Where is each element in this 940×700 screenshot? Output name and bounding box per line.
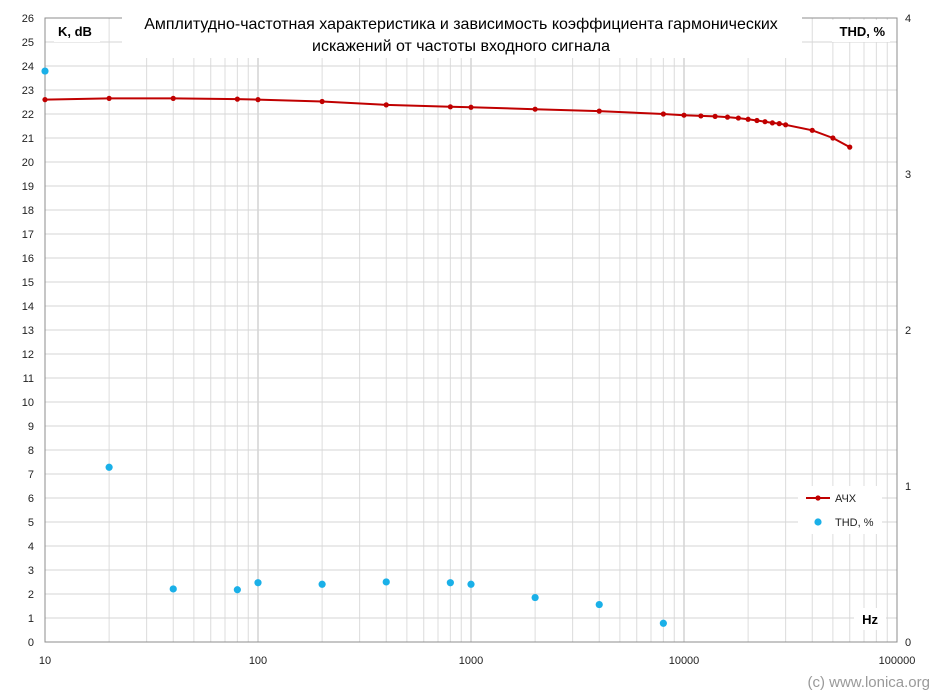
data-point-achkh [830, 135, 836, 141]
data-point-achkh [698, 113, 704, 119]
data-point-thd [41, 67, 49, 75]
data-point-achkh [383, 102, 389, 108]
data-point-achkh [809, 127, 815, 133]
data-point-achkh [724, 114, 731, 120]
legend-swatch-marker-achkh [815, 495, 821, 501]
data-point-achkh [712, 113, 718, 119]
y-right-tick-label: 4 [905, 13, 911, 25]
data-point-thd [254, 579, 262, 587]
y-axis-right-title: THD, % [840, 24, 886, 39]
y-left-tick-label: 12 [22, 349, 34, 361]
y-left-tick-label: 18 [22, 205, 34, 217]
y-right-title-background [832, 20, 890, 42]
chart-title-line-1: Амплитудно-частотная характеристика и за… [144, 16, 778, 33]
data-point-achkh [754, 117, 760, 124]
x-axis-ticks: 10 100 1000 10000 100000 [39, 655, 915, 667]
data-point-achkh [42, 97, 48, 103]
y-left-tick-label: 21 [22, 133, 34, 145]
legend-swatch-marker-thd [814, 518, 822, 526]
y-left-title-background [54, 20, 100, 42]
data-point-achkh [596, 108, 602, 114]
data-point-achkh [847, 144, 853, 150]
data-point-achkh [234, 96, 240, 102]
data-point-thd [382, 578, 390, 586]
y-left-tick-label: 5 [28, 517, 34, 529]
chart-title-line-2: искажений от частоты входного сигнала [312, 38, 610, 55]
y-left-tick-label: 8 [28, 445, 34, 457]
data-point-thd [595, 600, 603, 609]
data-point-thd [233, 586, 241, 594]
y-left-tick-label: 14 [22, 301, 34, 313]
y-left-tick-label: 19 [22, 181, 34, 193]
data-point-achkh [681, 112, 687, 118]
y-left-tick-label: 1 [28, 613, 34, 625]
data-point-thd [105, 463, 113, 471]
x-tick-label: 1000 [459, 655, 483, 667]
x-axis-title: Hz [862, 612, 878, 627]
legend-label-achkh: АЧХ [835, 493, 857, 505]
data-point-achkh [660, 111, 666, 117]
data-point-achkh [468, 104, 474, 110]
legend-label-thd: THD, % [835, 517, 874, 529]
data-point-thd [318, 580, 326, 588]
data-point-thd [169, 585, 177, 593]
y-left-tick-label: 24 [22, 61, 34, 73]
y-left-tick-label: 6 [28, 493, 34, 505]
y-left-tick-label: 13 [22, 325, 34, 337]
x-title-background [854, 608, 886, 630]
y-left-tick-label: 11 [23, 373, 34, 385]
data-point-thd [531, 593, 539, 602]
y-right-tick-label: 1 [905, 481, 911, 493]
y-left-tick-label: 23 [22, 85, 34, 97]
y-left-tick-label: 15 [22, 277, 34, 289]
y-right-tick-label: 3 [905, 169, 911, 181]
data-point-achkh [170, 95, 176, 101]
y-left-tick-label: 20 [22, 157, 34, 169]
data-point-achkh [769, 120, 775, 126]
data-point-achkh [762, 119, 768, 125]
title-background [122, 14, 802, 58]
y-right-tick-label: 0 [905, 637, 911, 649]
data-point-achkh [447, 104, 453, 110]
y-left-tick-label: 4 [28, 541, 34, 553]
y-left-tick-label: 3 [28, 565, 34, 577]
data-point-achkh [776, 121, 782, 127]
grid [44, 17, 897, 643]
y-left-tick-label: 7 [28, 469, 34, 481]
y-right-tick-label: 2 [905, 325, 911, 337]
x-tick-label: 100 [249, 655, 267, 667]
data-point-achkh [532, 106, 538, 112]
y-axis-left-title: K, dB [58, 24, 92, 39]
data-point-thd [446, 579, 454, 587]
data-point-achkh [735, 115, 741, 121]
right-axis-ticks: 0 1 2 3 4 [905, 13, 911, 649]
data-point-achkh [106, 95, 112, 101]
legend-background [798, 486, 882, 534]
series-layer [41, 67, 853, 627]
data-point-achkh [255, 97, 261, 103]
x-tick-label: 100000 [879, 655, 916, 667]
data-point-thd [659, 619, 667, 627]
y-left-tick-label: 22 [22, 109, 34, 121]
data-point-achkh [783, 122, 789, 128]
data-point-thd [467, 580, 475, 588]
left-axis-ticks: 0123456789101112131415161718192021222324… [22, 13, 34, 649]
y-left-tick-label: 10 [22, 397, 34, 409]
watermark: (c) www.lonica.org [807, 674, 930, 691]
y-left-tick-label: 25 [22, 37, 34, 49]
y-left-tick-label: 16 [22, 253, 34, 265]
y-left-tick-label: 17 [22, 229, 34, 241]
y-left-tick-label: 9 [28, 421, 34, 433]
x-tick-label: 10 [39, 655, 51, 667]
data-point-achkh [745, 116, 751, 122]
y-left-tick-label: 2 [28, 589, 34, 601]
y-left-tick-label: 0 [28, 637, 34, 649]
legend: АЧХ THD, % [798, 486, 882, 534]
y-left-tick-label: 26 [22, 13, 34, 25]
data-point-achkh [319, 98, 325, 105]
x-tick-label: 10000 [669, 655, 700, 667]
